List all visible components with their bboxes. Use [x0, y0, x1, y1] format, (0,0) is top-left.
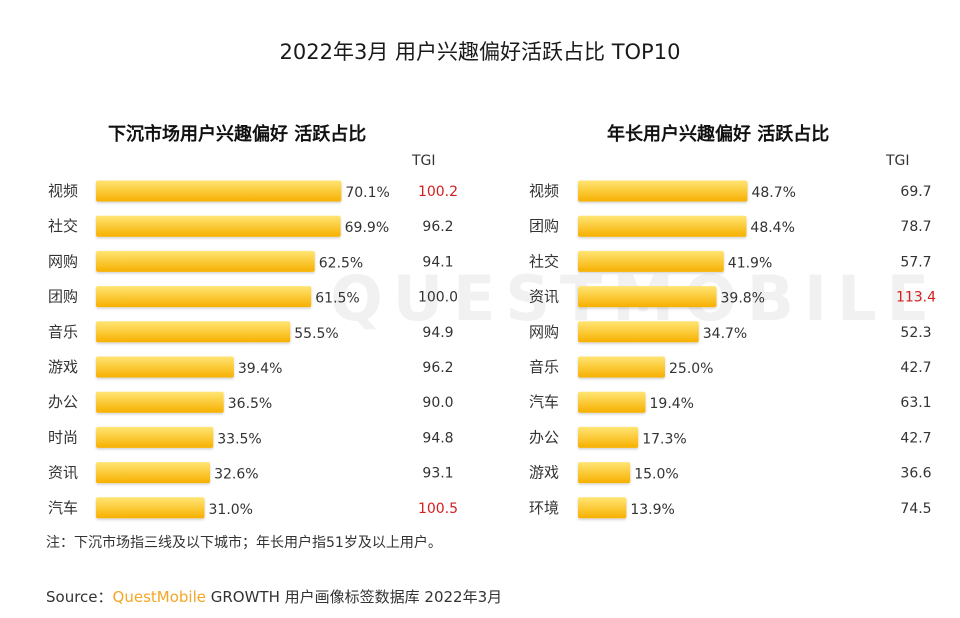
- right-tgi-value: 57.7: [900, 254, 931, 270]
- left-bar: [96, 321, 291, 343]
- source-brand: QuestMobile: [112, 588, 206, 606]
- right-value-label: 25.0%: [669, 361, 713, 377]
- right-value-label: 17.3%: [642, 431, 686, 447]
- chart-title: 2022年3月 用户兴趣偏好活跃占比 TOP10: [279, 40, 681, 64]
- right-category-label: 办公: [529, 428, 559, 446]
- right-category-label: 视频: [529, 182, 559, 200]
- right-value-label: 48.7%: [751, 185, 795, 201]
- left-category-label: 资讯: [48, 464, 78, 482]
- right-tgi-value: 69.7: [900, 184, 931, 200]
- left-bar: [96, 462, 211, 484]
- right-tgi-value: 78.7: [900, 219, 931, 235]
- right-bar: [578, 286, 717, 308]
- left-tgi-value: 96.2: [422, 219, 453, 235]
- left-category-label: 办公: [48, 393, 78, 411]
- right-tgi-header: TGI: [886, 153, 910, 169]
- left-value-label: 69.9%: [345, 220, 389, 236]
- right-bar: [578, 321, 699, 343]
- right-tgi-value: 52.3: [900, 325, 931, 341]
- left-value-label: 36.5%: [228, 396, 272, 412]
- source-text: GROWTH 用户画像标签数据库 2022年3月: [205, 588, 503, 606]
- left-category-label: 时尚: [48, 428, 78, 446]
- right-category-label: 汽车: [529, 393, 559, 411]
- left-category-label: 游戏: [48, 358, 78, 376]
- left-category-label: 视频: [48, 182, 78, 200]
- left-bar: [96, 356, 234, 378]
- right-bar: [578, 462, 631, 484]
- right-category-label: 游戏: [529, 464, 559, 482]
- right-bar: [578, 356, 665, 378]
- right-bar: [578, 250, 724, 272]
- right-category-label: 社交: [529, 252, 559, 270]
- right-tgi-value: 113.4: [896, 290, 936, 306]
- left-bar: [96, 215, 341, 237]
- left-tgi-header: TGI: [412, 153, 436, 169]
- left-tgi-value: 93.1: [422, 466, 453, 482]
- right-category-label: 资讯: [529, 288, 559, 306]
- right-tgi-value: 42.7: [900, 360, 931, 376]
- right-tgi-value: 42.7: [900, 430, 931, 446]
- right-value-label: 48.4%: [750, 220, 794, 236]
- left-tgi-value: 100.2: [418, 184, 458, 200]
- left-value-label: 61.5%: [315, 291, 359, 307]
- left-bar: [96, 497, 205, 519]
- right-bar: [578, 426, 639, 448]
- left-category-label: 社交: [48, 217, 78, 235]
- left-tgi-value: 96.2: [422, 360, 453, 376]
- right-category-label: 团购: [529, 217, 559, 235]
- left-tgi-value: 90.0: [422, 395, 453, 411]
- left-value-label: 62.5%: [319, 255, 363, 271]
- source-line: Source：QuestMobile GROWTH 用户画像标签数据库 2022…: [46, 586, 502, 607]
- left-value-label: 33.5%: [217, 431, 261, 447]
- left-bar-chart: 视频 70.1% 100.2 社交 69.9% 96.2 网购 62.5% 94.1 团购 61.5…: [48, 180, 458, 519]
- left-tgi-value: 94.9: [422, 325, 453, 341]
- left-bar: [96, 391, 224, 413]
- left-bar: [96, 250, 315, 272]
- left-value-label: 70.1%: [345, 185, 389, 201]
- left-value-label: 55.5%: [294, 326, 338, 342]
- right-bar: [578, 180, 748, 202]
- left-category-label: 网购: [48, 252, 78, 270]
- left-value-label: 31.0%: [209, 502, 253, 518]
- left-bar: [96, 426, 214, 448]
- source-prefix: Source：: [46, 588, 113, 606]
- right-value-label: 34.7%: [703, 326, 747, 342]
- left-category-label: 音乐: [48, 323, 78, 341]
- left-value-label: 39.4%: [238, 361, 282, 377]
- right-tgi-value: 36.6: [900, 466, 931, 482]
- left-bar: [96, 180, 342, 202]
- right-value-label: 41.9%: [728, 255, 772, 271]
- right-category-label: 音乐: [529, 358, 559, 376]
- left-tgi-value: 94.1: [422, 254, 453, 270]
- left-bar: [96, 286, 312, 308]
- right-value-label: 15.0%: [634, 467, 678, 483]
- right-bar: [578, 391, 646, 413]
- left-tgi-value: 94.8: [422, 430, 453, 446]
- right-bar: [578, 215, 747, 237]
- right-value-label: 39.8%: [721, 291, 765, 307]
- left-panel-title: 下沉市场用户兴趣偏好 活跃占比: [108, 124, 367, 145]
- right-value-label: 19.4%: [650, 396, 694, 412]
- left-category-label: 汽车: [48, 499, 78, 517]
- right-bar-chart: 视频 48.7% 69.7 团购 48.4% 78.7 社交 41.9% 57.7 资讯 39.8%…: [529, 180, 936, 519]
- left-category-label: 团购: [48, 288, 78, 306]
- right-bar: [578, 497, 627, 519]
- right-panel-title: 年长用户兴趣偏好 活跃占比: [607, 124, 830, 145]
- right-category-label: 网购: [529, 323, 559, 341]
- right-value-label: 13.9%: [630, 502, 674, 518]
- footnote: 注：下沉市场指三线及以下城市；年长用户指51岁及以上用户。: [46, 535, 442, 551]
- right-tgi-value: 63.1: [900, 395, 931, 411]
- right-category-label: 环境: [529, 499, 559, 517]
- right-tgi-value: 74.5: [900, 501, 931, 517]
- left-tgi-value: 100.5: [418, 501, 458, 517]
- left-tgi-value: 100.0: [418, 290, 458, 306]
- left-value-label: 32.6%: [214, 467, 258, 483]
